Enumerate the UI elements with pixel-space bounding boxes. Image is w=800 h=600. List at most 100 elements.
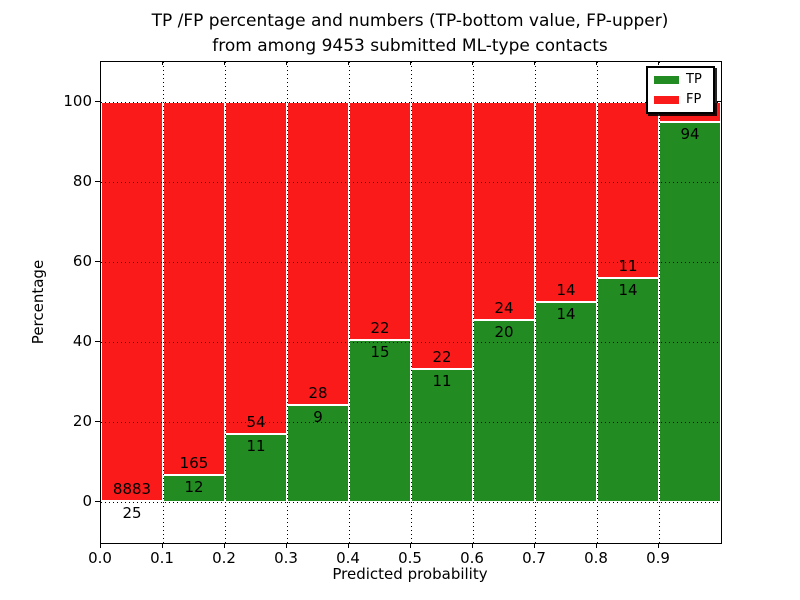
x-axis-tick-top bbox=[162, 61, 163, 65]
bar-segment-fp bbox=[597, 102, 659, 278]
x-axis-tick-top bbox=[410, 61, 411, 65]
x-tick-label: 0.1 bbox=[150, 549, 174, 567]
y-tick-label: 40 bbox=[72, 332, 92, 350]
tp-count-label: 94 bbox=[680, 125, 700, 144]
x-axis-tick bbox=[100, 543, 101, 548]
bar-segment-tp bbox=[473, 320, 535, 502]
plot-area: 8883 25 165 12 54 11 28 9 22 15 22 11 24 20 14 14 11 14 94 bbox=[100, 61, 722, 544]
tp-count-label: 12 bbox=[184, 477, 204, 496]
y-tick-label: 100 bbox=[63, 92, 92, 110]
x-tick-label: 0.5 bbox=[398, 549, 422, 567]
legend-item-fp: FP bbox=[654, 93, 707, 107]
gridline-vertical bbox=[411, 62, 412, 543]
x-axis-tick bbox=[410, 543, 411, 548]
x-axis-tick bbox=[286, 543, 287, 548]
bar-segment-fp bbox=[411, 102, 473, 369]
bar-segment-fp bbox=[101, 102, 163, 501]
x-axis-tick bbox=[348, 543, 349, 548]
x-axis-tick-top bbox=[472, 61, 473, 65]
y-axis-tick bbox=[95, 501, 100, 502]
fp-count-label: 14 bbox=[556, 281, 576, 299]
tp-swatch-icon bbox=[654, 76, 679, 84]
y-axis-tick bbox=[95, 101, 100, 102]
fp-count-label: 22 bbox=[432, 347, 452, 366]
x-tick-label: 0.3 bbox=[274, 549, 298, 567]
x-axis-tick bbox=[224, 543, 225, 548]
gridline-vertical bbox=[473, 62, 474, 543]
x-axis-tick bbox=[658, 543, 659, 548]
x-tick-label: 0.2 bbox=[212, 549, 236, 567]
bar-segment-tp bbox=[163, 474, 225, 502]
x-tick-label: 0.8 bbox=[584, 549, 608, 567]
y-axis-tick bbox=[95, 421, 100, 422]
legend-item-tp: TP bbox=[654, 73, 707, 87]
y-tick-label: 60 bbox=[72, 252, 92, 270]
tp-count-label: 11 bbox=[246, 437, 266, 456]
fp-count-label: 22 bbox=[370, 318, 390, 337]
gridline-vertical bbox=[597, 62, 598, 543]
legend-label-tp: TP bbox=[686, 72, 702, 87]
x-tick-label: 0.4 bbox=[336, 549, 360, 567]
gridline-vertical bbox=[163, 62, 164, 543]
x-axis-tick-top bbox=[224, 61, 225, 65]
legend: TP FP bbox=[646, 66, 715, 114]
fp-count-label: 28 bbox=[308, 383, 328, 402]
x-axis-tick bbox=[534, 543, 535, 548]
x-axis-tick-top bbox=[658, 61, 659, 65]
gridline-vertical bbox=[659, 62, 660, 543]
bar-segment-tp bbox=[349, 339, 411, 502]
x-tick-label: 0.9 bbox=[646, 549, 670, 567]
y-axis-tick-right bbox=[717, 101, 721, 102]
chart-title-line-2: from among 9453 submitted ML-type contac… bbox=[212, 36, 608, 56]
y-tick-label: 20 bbox=[72, 412, 92, 430]
y-axis-tick bbox=[95, 341, 100, 342]
y-tick-label: 0 bbox=[82, 492, 92, 510]
fp-count-label: 165 bbox=[179, 453, 209, 472]
bar-segment-tp bbox=[411, 368, 473, 502]
bar-segment-fp bbox=[287, 102, 349, 405]
fp-count-label: 24 bbox=[494, 299, 514, 318]
y-axis-tick bbox=[95, 181, 100, 182]
tp-count-label: 20 bbox=[494, 323, 514, 342]
bar-segment-fp bbox=[535, 102, 597, 302]
gridline-vertical bbox=[349, 62, 350, 543]
x-tick-label: 0.0 bbox=[88, 549, 112, 567]
legend-label-fp: FP bbox=[686, 92, 702, 107]
y-axis-tick bbox=[95, 261, 100, 262]
tp-count-label: 15 bbox=[370, 342, 390, 361]
chart-title-line-1: TP /FP percentage and numbers (TP-bottom… bbox=[151, 11, 669, 31]
fp-count-label: 8883 bbox=[112, 479, 152, 498]
x-tick-label: 0.7 bbox=[522, 549, 546, 567]
x-axis-label: Predicted probability bbox=[332, 565, 488, 583]
bar-segment-fp bbox=[473, 102, 535, 321]
bar-segment-fp bbox=[163, 102, 225, 475]
fp-count-label: 11 bbox=[618, 257, 638, 275]
tp-count-label: 25 bbox=[122, 503, 142, 522]
x-axis-tick bbox=[472, 543, 473, 548]
x-axis-tick bbox=[162, 543, 163, 548]
x-axis-tick-top bbox=[534, 61, 535, 65]
x-axis-tick-top bbox=[596, 61, 597, 65]
x-axis-tick-top bbox=[286, 61, 287, 65]
bar-segment-fp bbox=[225, 102, 287, 435]
bar-segment-tp bbox=[659, 122, 721, 502]
gridline-vertical bbox=[287, 62, 288, 543]
fp-swatch-icon bbox=[654, 96, 679, 104]
x-axis-tick-top bbox=[348, 61, 349, 65]
gridline-vertical bbox=[225, 62, 226, 543]
x-axis-tick bbox=[596, 543, 597, 548]
y-tick-label: 80 bbox=[72, 172, 92, 190]
bar-segment-tp bbox=[597, 278, 659, 502]
tp-count-label: 11 bbox=[432, 371, 452, 390]
tp-count-label: 9 bbox=[313, 407, 323, 426]
fp-count-label: 54 bbox=[246, 413, 266, 432]
tp-count-label: 14 bbox=[618, 281, 638, 299]
bar-segment-fp bbox=[349, 102, 411, 340]
chart-title: TP /FP percentage and numbers (TP-bottom… bbox=[20, 9, 800, 59]
gridline-vertical bbox=[535, 62, 536, 543]
x-tick-label: 0.6 bbox=[460, 549, 484, 567]
tp-count-label: 14 bbox=[556, 305, 576, 323]
bar-segment-tp bbox=[535, 302, 597, 502]
bar-segment-tp bbox=[287, 404, 349, 502]
